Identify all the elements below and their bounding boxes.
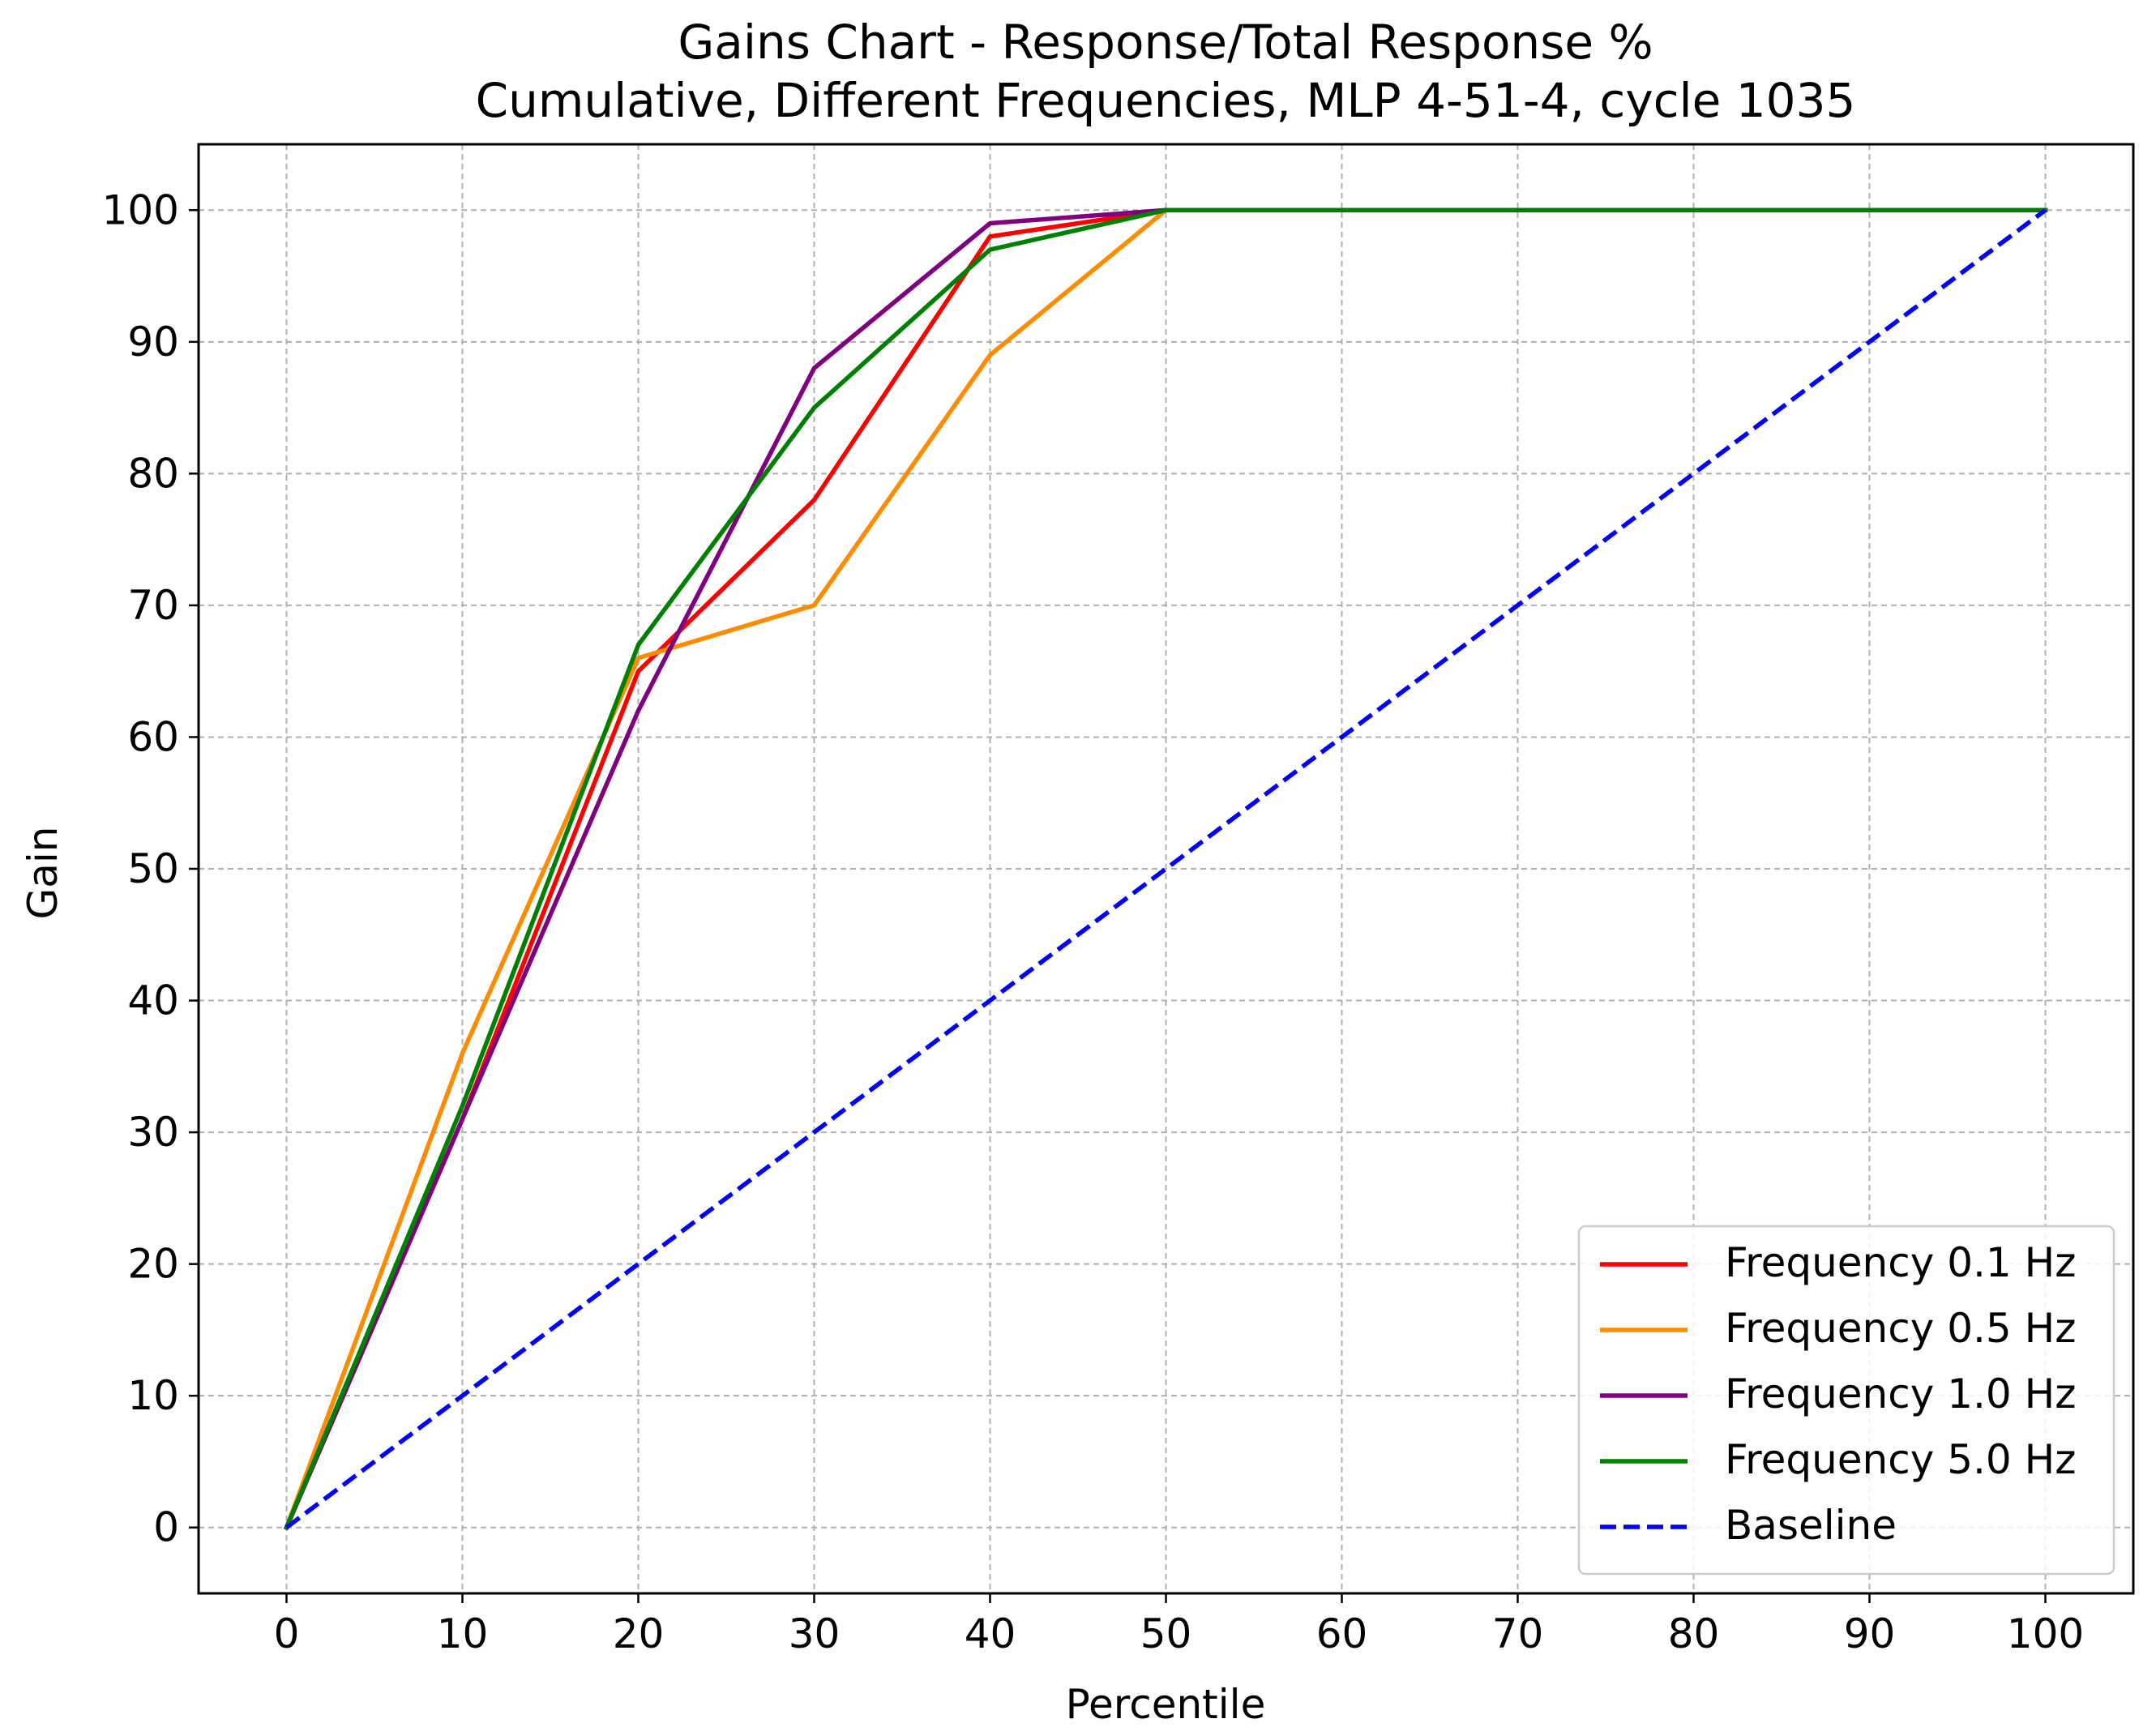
legend-label-2: Frequency 1.0 Hz — [1725, 1370, 2076, 1417]
y-tick-label: 40 — [127, 977, 179, 1024]
legend-label-1: Frequency 0.5 Hz — [1725, 1305, 2076, 1352]
y-tick-label: 50 — [127, 845, 179, 892]
y-tick-label: 70 — [127, 582, 179, 629]
x-tick-label: 90 — [1844, 1610, 1896, 1657]
x-tick-label: 50 — [1140, 1610, 1192, 1657]
y-tick-label: 10 — [127, 1372, 179, 1419]
x-tick-label: 40 — [965, 1610, 1016, 1657]
x-tick-label: 70 — [1492, 1610, 1544, 1657]
series-layer — [283, 207, 2048, 1531]
x-tick-label: 80 — [1668, 1610, 1720, 1657]
y-tick-label: 80 — [127, 450, 179, 497]
y-tick-label: 30 — [127, 1109, 179, 1156]
legend: Frequency 0.1 Hz Frequency 0.5 Hz Frequenc… — [1577, 1225, 2115, 1576]
y-tick-label: 0 — [153, 1504, 179, 1551]
y-tick-label: 90 — [127, 319, 179, 366]
legend-label-0: Frequency 0.1 Hz — [1725, 1239, 2076, 1286]
x-tick-label: 100 — [2007, 1610, 2084, 1657]
series-line-3 — [283, 207, 2048, 1531]
x-tick-label: 20 — [613, 1610, 665, 1657]
legend-label-3: Frequency 5.0 Hz — [1725, 1436, 2076, 1483]
series-line-4 — [284, 208, 2047, 1529]
x-axis-label: Percentile — [1066, 1681, 1266, 1728]
x-tick-label: 60 — [1316, 1610, 1368, 1657]
y-tick-label: 100 — [102, 186, 179, 233]
y-axis-label: Gain — [19, 827, 66, 920]
y-tick-label: 20 — [127, 1241, 179, 1288]
chart-title: Gains Chart - Response/Total Response % — [678, 15, 1653, 70]
legend-label-4: Baseline — [1725, 1502, 1897, 1549]
legend-box — [1577, 1225, 2115, 1576]
axis-ticks: 0 10 20 30 40 50 60 70 80 90 100 0 10 20 30 40 50 60 70 80 9… — [102, 186, 2085, 1657]
x-tick-label: 10 — [437, 1610, 489, 1657]
chart-subtitle: Cumulative, Different Frequencies, MLP 4… — [476, 73, 1856, 128]
y-tick-label: 60 — [127, 713, 179, 760]
x-tick-label: 0 — [274, 1610, 300, 1657]
x-tick-label: 30 — [789, 1610, 841, 1657]
